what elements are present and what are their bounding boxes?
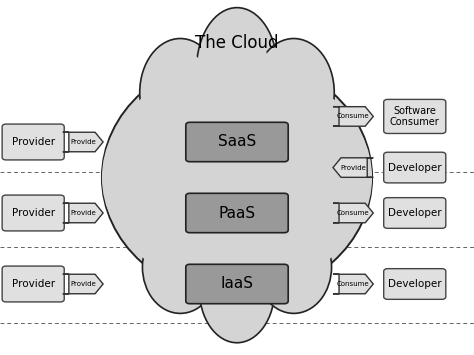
- Text: Provide: Provide: [70, 281, 96, 287]
- Text: Provider: Provider: [12, 208, 55, 218]
- Text: Developer: Developer: [388, 163, 442, 173]
- FancyBboxPatch shape: [186, 264, 288, 304]
- FancyBboxPatch shape: [383, 152, 446, 183]
- FancyBboxPatch shape: [186, 193, 288, 233]
- Text: Consume: Consume: [337, 281, 369, 287]
- Text: Provide: Provide: [70, 210, 96, 216]
- Text: Consume: Consume: [337, 210, 369, 216]
- FancyBboxPatch shape: [2, 266, 64, 302]
- Ellipse shape: [262, 50, 325, 135]
- FancyBboxPatch shape: [383, 269, 446, 299]
- Ellipse shape: [253, 39, 334, 147]
- Ellipse shape: [256, 221, 331, 313]
- Polygon shape: [333, 203, 373, 223]
- Polygon shape: [63, 274, 103, 294]
- Ellipse shape: [196, 7, 277, 131]
- Ellipse shape: [102, 58, 372, 297]
- Ellipse shape: [205, 21, 269, 118]
- Text: Provider: Provider: [12, 279, 55, 289]
- Ellipse shape: [264, 231, 323, 303]
- Text: SaaS: SaaS: [218, 135, 256, 149]
- Text: The Cloud: The Cloud: [195, 34, 279, 51]
- Ellipse shape: [140, 39, 221, 147]
- Text: Software
Consumer: Software Consumer: [390, 106, 439, 127]
- FancyBboxPatch shape: [2, 195, 64, 231]
- FancyBboxPatch shape: [186, 122, 288, 162]
- Text: Provide: Provide: [340, 165, 366, 170]
- Ellipse shape: [142, 221, 218, 313]
- Polygon shape: [333, 158, 373, 177]
- Polygon shape: [63, 132, 103, 152]
- Ellipse shape: [208, 246, 266, 331]
- FancyBboxPatch shape: [2, 124, 64, 160]
- Polygon shape: [333, 107, 373, 126]
- Ellipse shape: [102, 66, 372, 289]
- FancyBboxPatch shape: [383, 198, 446, 228]
- Text: Developer: Developer: [388, 208, 442, 218]
- Text: IaaS: IaaS: [220, 277, 254, 291]
- Text: Developer: Developer: [388, 279, 442, 289]
- Ellipse shape: [149, 50, 212, 135]
- Text: PaaS: PaaS: [219, 206, 255, 220]
- Ellipse shape: [151, 231, 210, 303]
- Ellipse shape: [199, 235, 275, 343]
- Text: Consume: Consume: [337, 114, 369, 119]
- Text: Provide: Provide: [70, 139, 96, 145]
- Polygon shape: [333, 274, 373, 294]
- FancyBboxPatch shape: [383, 99, 446, 133]
- Polygon shape: [63, 203, 103, 223]
- Text: Provider: Provider: [12, 137, 55, 147]
